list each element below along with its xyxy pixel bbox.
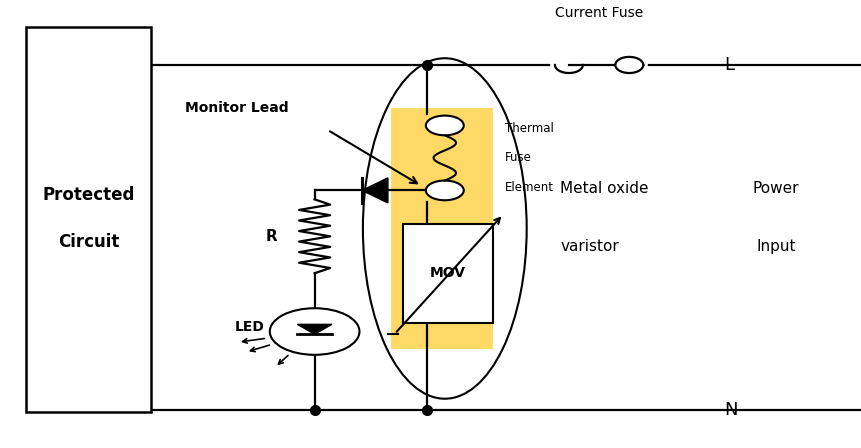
Text: Power: Power — [752, 181, 798, 196]
Text: Monitor Lead: Monitor Lead — [185, 100, 288, 115]
Bar — [403, 224, 492, 323]
Bar — [26, 27, 151, 412]
Text: R: R — [265, 229, 277, 244]
Text: Element: Element — [505, 181, 554, 194]
Text: Circuit: Circuit — [58, 233, 119, 251]
Text: Protected: Protected — [42, 186, 134, 204]
Circle shape — [269, 308, 359, 355]
Text: Fuse: Fuse — [505, 151, 531, 164]
Bar — [391, 108, 492, 349]
Text: Input: Input — [755, 239, 795, 254]
Polygon shape — [297, 324, 331, 334]
Polygon shape — [362, 178, 387, 203]
Text: MOV: MOV — [430, 266, 466, 280]
Text: Thermal: Thermal — [505, 122, 554, 135]
Text: Current Fuse: Current Fuse — [554, 6, 642, 20]
Text: varistor: varistor — [560, 239, 618, 254]
Circle shape — [425, 181, 463, 200]
Text: L: L — [723, 56, 734, 74]
Text: LED: LED — [235, 320, 264, 334]
Text: Metal oxide: Metal oxide — [560, 181, 648, 196]
Circle shape — [425, 116, 463, 135]
Text: N: N — [723, 401, 737, 419]
